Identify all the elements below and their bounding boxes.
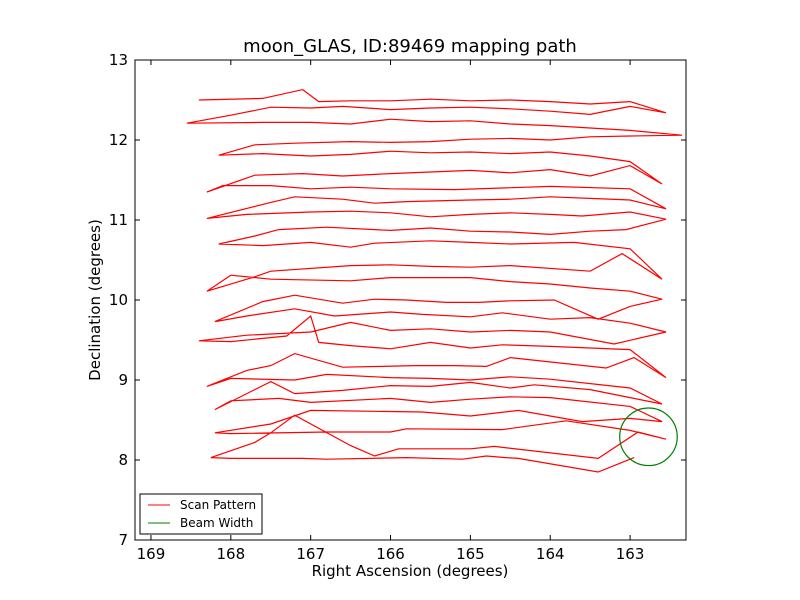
y-tick-label: 13 — [109, 51, 128, 69]
x-tick-label: 166 — [376, 545, 405, 563]
legend-label-scan-pattern: Scan Pattern — [180, 498, 256, 512]
y-tick-label: 10 — [109, 291, 128, 309]
x-axis-label: Right Ascension (degrees) — [312, 562, 509, 580]
plot-area: 169 168 167 166 165 164 163 7 8 9 10 11 12 13 — [109, 51, 687, 563]
x-tick-label: 164 — [536, 545, 565, 563]
y-tick-label: 11 — [109, 211, 128, 229]
x-tick-label: 165 — [456, 545, 485, 563]
series-beam-width-circle — [619, 407, 678, 467]
series-scan-pattern-line — [186, 88, 683, 473]
y-tick-label: 12 — [109, 131, 128, 149]
y-axis-label: Declination (degrees) — [86, 219, 104, 381]
series-group — [186, 88, 683, 473]
legend: Scan Pattern Beam Width — [139, 493, 263, 535]
x-tick-label: 167 — [296, 545, 325, 563]
legend-label-beam-width: Beam Width — [180, 516, 253, 530]
legend-box — [139, 493, 263, 535]
y-tick-label: 9 — [118, 371, 128, 389]
x-tick-label: 168 — [217, 545, 246, 563]
y-tick-label: 8 — [118, 451, 128, 469]
chart-title: moon_GLAS, ID:89469 mapping path — [243, 36, 577, 57]
y-tick-label: 7 — [118, 531, 128, 549]
x-tick-label: 169 — [137, 545, 166, 563]
x-tick-label: 163 — [616, 545, 645, 563]
ticks-group: 169 168 167 166 165 164 163 7 8 9 10 11 12 13 — [109, 51, 686, 563]
